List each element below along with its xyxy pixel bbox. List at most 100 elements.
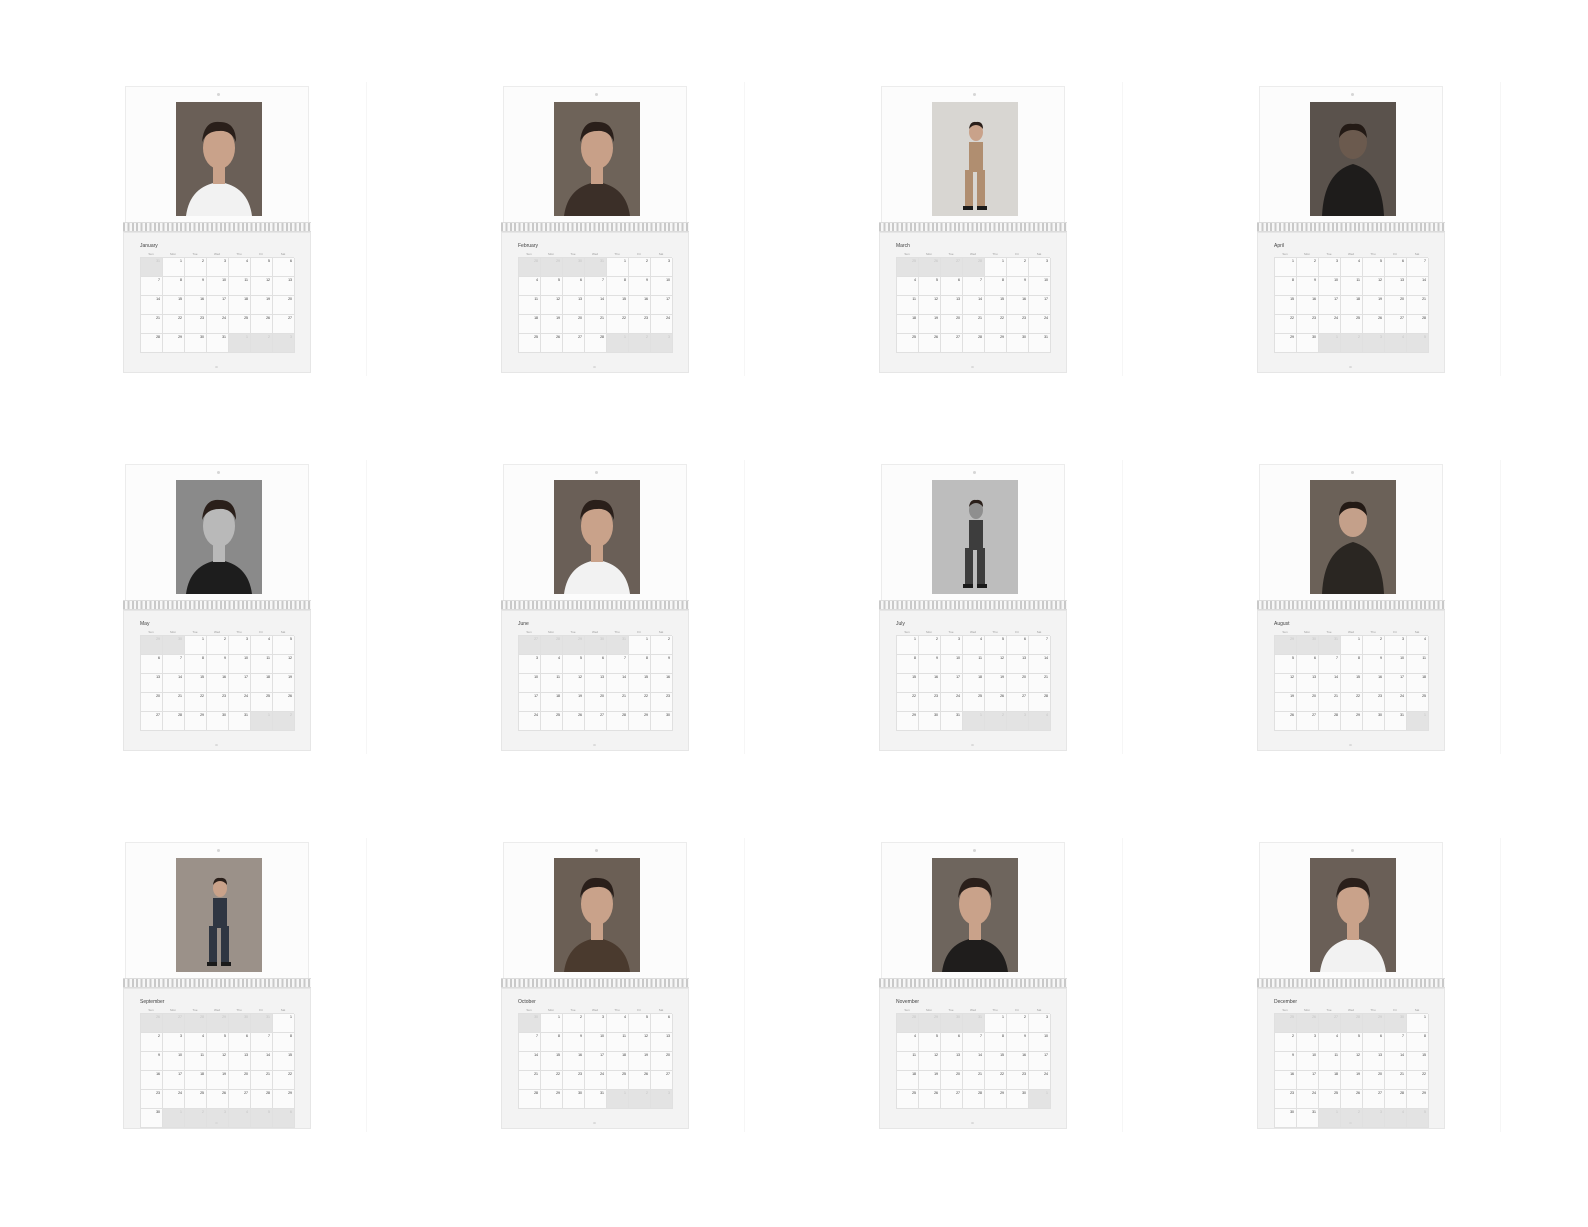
adjacent-month-day[interactable]: 30 <box>163 636 185 655</box>
day-cell[interactable]: 14 <box>585 296 607 315</box>
day-cell[interactable]: 7 <box>1385 1033 1407 1052</box>
adjacent-month-day[interactable]: 26 <box>919 258 941 277</box>
adjacent-month-day[interactable]: 31 <box>607 636 629 655</box>
day-cell[interactable]: 6 <box>941 277 963 296</box>
day-cell[interactable]: 28 <box>1319 712 1341 731</box>
day-cell[interactable]: 3 <box>207 258 229 277</box>
day-cell[interactable]: 15 <box>163 296 185 315</box>
day-cell[interactable]: 30 <box>1007 334 1029 353</box>
day-cell[interactable]: 18 <box>519 315 541 334</box>
adjacent-month-day[interactable]: 29 <box>563 636 585 655</box>
day-cell[interactable]: 21 <box>607 693 629 712</box>
day-cell[interactable]: 23 <box>1275 1090 1297 1109</box>
day-cell[interactable]: 12 <box>1363 277 1385 296</box>
day-cell[interactable]: 20 <box>651 1052 673 1071</box>
day-cell[interactable]: 27 <box>229 1090 251 1109</box>
day-cell[interactable]: 16 <box>1297 296 1319 315</box>
day-cell[interactable]: 31 <box>1029 334 1051 353</box>
day-cell[interactable]: 3 <box>1297 1033 1319 1052</box>
day-cell[interactable]: 1 <box>985 258 1007 277</box>
day-cell[interactable]: 24 <box>651 315 673 334</box>
day-cell[interactable]: 20 <box>229 1071 251 1090</box>
day-cell[interactable]: 19 <box>563 693 585 712</box>
day-cell[interactable]: 3 <box>585 1014 607 1033</box>
adjacent-month-day[interactable]: 27 <box>941 258 963 277</box>
adjacent-month-day[interactable]: 30 <box>585 636 607 655</box>
adjacent-month-day[interactable]: 30 <box>1297 636 1319 655</box>
day-cell[interactable]: 13 <box>1297 674 1319 693</box>
day-cell[interactable]: 9 <box>1007 1033 1029 1052</box>
day-cell[interactable]: 10 <box>941 655 963 674</box>
day-cell[interactable]: 4 <box>541 655 563 674</box>
adjacent-month-day[interactable]: 30 <box>1385 1014 1407 1033</box>
day-cell[interactable]: 1 <box>1275 258 1297 277</box>
day-cell[interactable]: 23 <box>1297 315 1319 334</box>
day-cell[interactable]: 30 <box>141 1109 163 1128</box>
day-cell[interactable]: 2 <box>141 1033 163 1052</box>
day-cell[interactable]: 21 <box>519 1071 541 1090</box>
calendar-page-september[interactable]: September Sun Mon Tue Wed Thu Fri Sat 26 27 28 29 30… <box>123 842 311 1129</box>
day-cell[interactable]: 30 <box>1363 712 1385 731</box>
day-cell[interactable]: 3 <box>651 258 673 277</box>
calendar-page-july[interactable]: July Sun Mon Tue Wed Thu Fri Sat 1 2 3 4 5 6 7 8 9 10 11 12… <box>879 464 1067 751</box>
adjacent-month-day[interactable]: 4 <box>1385 334 1407 353</box>
adjacent-month-day[interactable]: 30 <box>941 1014 963 1033</box>
day-cell[interactable]: 22 <box>1275 315 1297 334</box>
day-cell[interactable]: 6 <box>1385 258 1407 277</box>
day-cell[interactable]: 17 <box>163 1071 185 1090</box>
calendar-page-april[interactable]: April Sun Mon Tue Wed Thu Fri Sat 1 2 3 4 5 6 7 8 9 10 11 1… <box>1257 86 1445 373</box>
day-cell[interactable]: 15 <box>1341 674 1363 693</box>
day-cell[interactable]: 26 <box>207 1090 229 1109</box>
day-cell[interactable]: 13 <box>273 277 295 296</box>
day-cell[interactable]: 27 <box>563 334 585 353</box>
day-cell[interactable]: 20 <box>1385 296 1407 315</box>
day-cell[interactable]: 25 <box>1407 693 1429 712</box>
day-cell[interactable]: 7 <box>1407 258 1429 277</box>
day-cell[interactable]: 18 <box>1407 674 1429 693</box>
day-cell[interactable]: 22 <box>163 315 185 334</box>
day-cell[interactable]: 20 <box>1297 693 1319 712</box>
day-cell[interactable]: 7 <box>1029 636 1051 655</box>
adjacent-month-day[interactable]: 27 <box>163 1014 185 1033</box>
day-cell[interactable]: 28 <box>963 1090 985 1109</box>
day-cell[interactable]: 10 <box>1319 277 1341 296</box>
day-cell[interactable]: 24 <box>519 712 541 731</box>
day-cell[interactable]: 6 <box>585 655 607 674</box>
day-cell[interactable]: 5 <box>1341 1033 1363 1052</box>
day-cell[interactable]: 13 <box>1385 277 1407 296</box>
day-cell[interactable]: 1 <box>985 1014 1007 1033</box>
adjacent-month-day[interactable]: 27 <box>1319 1014 1341 1033</box>
day-cell[interactable]: 20 <box>585 693 607 712</box>
day-cell[interactable]: 1 <box>541 1014 563 1033</box>
day-cell[interactable]: 25 <box>1341 315 1363 334</box>
day-cell[interactable]: 19 <box>919 315 941 334</box>
day-cell[interactable]: 22 <box>1341 693 1363 712</box>
day-cell[interactable]: 5 <box>251 258 273 277</box>
day-cell[interactable]: 26 <box>563 712 585 731</box>
day-cell[interactable]: 16 <box>919 674 941 693</box>
day-cell[interactable]: 14 <box>963 296 985 315</box>
day-cell[interactable]: 30 <box>207 712 229 731</box>
adjacent-month-day[interactable]: 1 <box>229 334 251 353</box>
day-cell[interactable]: 30 <box>1275 1109 1297 1128</box>
day-cell[interactable]: 27 <box>941 1090 963 1109</box>
day-cell[interactable]: 3 <box>229 636 251 655</box>
adjacent-month-day[interactable]: 29 <box>141 636 163 655</box>
day-cell[interactable]: 6 <box>229 1033 251 1052</box>
day-cell[interactable]: 11 <box>963 655 985 674</box>
adjacent-month-day[interactable]: 4 <box>1029 712 1051 731</box>
calendar-page-january[interactable]: January Sun Mon Tue Wed Thu Fri Sat 31 1 2 3 4 5 6 7 8 9 1… <box>123 86 311 373</box>
day-cell[interactable]: 8 <box>1275 277 1297 296</box>
day-cell[interactable]: 26 <box>251 315 273 334</box>
day-cell[interactable]: 24 <box>207 315 229 334</box>
adjacent-month-day[interactable]: 2 <box>251 334 273 353</box>
day-cell[interactable]: 31 <box>1297 1109 1319 1128</box>
day-cell[interactable]: 2 <box>1007 258 1029 277</box>
day-cell[interactable]: 14 <box>251 1052 273 1071</box>
day-cell[interactable]: 22 <box>607 315 629 334</box>
day-cell[interactable]: 18 <box>541 693 563 712</box>
day-cell[interactable]: 8 <box>985 1033 1007 1052</box>
day-cell[interactable]: 22 <box>985 315 1007 334</box>
day-cell[interactable]: 11 <box>897 1052 919 1071</box>
day-cell[interactable]: 15 <box>185 674 207 693</box>
